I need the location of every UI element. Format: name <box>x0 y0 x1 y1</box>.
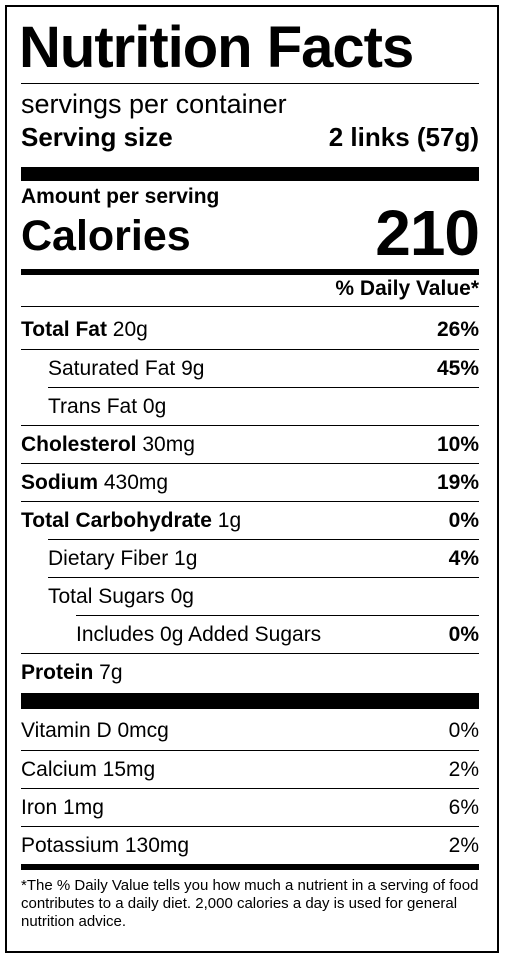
vitamin-row-vitamin-d: Vitamin D 0mcg 0% <box>21 712 479 750</box>
nutrient-dv: 26% <box>436 318 479 341</box>
nutrient-amount: 30mg <box>136 433 195 456</box>
nutrient-name: Trans Fat 0g <box>48 395 167 418</box>
footnote-divider <box>21 864 479 870</box>
title-divider <box>21 83 479 84</box>
nutrient-row-total-carbohydrate: Total Carbohydrate 1g 0% <box>21 502 479 540</box>
nutrient-row-added-sugars: Includes 0g Added Sugars 0% <box>21 616 479 654</box>
servings-per-container: servings per container <box>21 89 287 119</box>
nutrient-dv: 10% <box>436 433 479 456</box>
row-divider <box>21 826 479 827</box>
serving-size: Serving size 2 links (57g) <box>21 122 479 153</box>
vitamin-dv: 6% <box>448 796 479 819</box>
vitamin-name: Calcium 15mg <box>21 758 156 781</box>
serving-size-value: 2 links (57g) <box>328 122 479 152</box>
nutrient-amount: 20g <box>106 318 148 341</box>
nutrition-facts-label: Nutrition Facts servings per container S… <box>5 5 499 953</box>
vitamin-name: Potassium 130mg <box>21 834 190 857</box>
nutrient-name: Total Carbohydrate <box>21 509 212 532</box>
nutrient-name: Total Fat <box>21 318 107 341</box>
daily-value-header: % Daily Value* <box>335 277 479 300</box>
row-divider <box>21 653 479 654</box>
nutrient-row-total-sugars: Total Sugars 0g <box>21 578 479 616</box>
nutrient-name: Cholesterol <box>21 433 137 456</box>
nutrient-name: Saturated Fat 9g <box>48 357 205 380</box>
row-divider <box>21 501 479 502</box>
row-divider <box>48 539 479 540</box>
serving-divider-thick <box>21 167 479 181</box>
nutrient-amount: 1g <box>211 509 242 532</box>
vitamin-row-calcium: Calcium 15mg 2% <box>21 751 479 789</box>
nutrient-dv: 45% <box>436 357 479 380</box>
nutrient-dv: 4% <box>448 547 479 570</box>
vitamin-row-iron: Iron 1mg 6% <box>21 789 479 827</box>
vitamin-dv: 0% <box>448 719 479 742</box>
nutrient-name: Sodium <box>21 471 98 494</box>
nutrient-amount: 7g <box>93 661 123 684</box>
nutrient-row-total-fat: Total Fat 20g 26% <box>21 311 479 349</box>
vitamin-dv: 2% <box>448 758 479 781</box>
calories-value: 210 <box>375 197 480 269</box>
calories-label: Calories <box>21 212 191 260</box>
calories-divider <box>21 269 479 275</box>
row-divider <box>21 425 479 426</box>
nutrient-row-sodium: Sodium 430mg 19% <box>21 464 479 502</box>
dv-divider <box>21 306 479 307</box>
vitamin-dv: 2% <box>448 834 479 857</box>
nutrient-amount: 430mg <box>98 471 169 494</box>
vitamin-name: Iron 1mg <box>21 796 104 819</box>
nutrient-dv: 19% <box>436 471 479 494</box>
vitamin-name: Vitamin D 0mcg <box>21 719 169 742</box>
nutrient-row-saturated-fat: Saturated Fat 9g 45% <box>21 350 479 388</box>
row-divider <box>48 577 479 578</box>
row-divider <box>21 788 479 789</box>
nutrient-name: Protein <box>21 661 94 684</box>
nutrient-dv: 0% <box>448 509 479 532</box>
vitamin-row-potassium: Potassium 130mg 2% <box>21 827 479 865</box>
nutrient-row-trans-fat: Trans Fat 0g <box>21 388 479 426</box>
row-divider <box>21 463 479 464</box>
nutrient-name: Includes 0g Added Sugars <box>76 623 322 646</box>
daily-value-footnote: *The % Daily Value tells you how much a … <box>21 877 479 930</box>
row-divider <box>21 349 479 350</box>
label-title: Nutrition Facts <box>19 15 414 80</box>
protein-divider-thick <box>21 693 479 709</box>
row-divider <box>21 750 479 751</box>
nutrient-row-dietary-fiber: Dietary Fiber 1g 4% <box>21 540 479 578</box>
row-divider <box>76 615 479 616</box>
serving-size-label: Serving size <box>21 122 173 152</box>
amount-per-serving: Amount per serving <box>21 185 220 208</box>
nutrient-name: Total Sugars 0g <box>48 585 194 608</box>
nutrient-row-cholesterol: Cholesterol 30mg 10% <box>21 426 479 464</box>
nutrient-row-protein: Protein 7g <box>21 654 479 692</box>
nutrient-dv: 0% <box>448 623 479 646</box>
nutrient-name: Dietary Fiber 1g <box>48 547 198 570</box>
row-divider <box>48 387 479 388</box>
